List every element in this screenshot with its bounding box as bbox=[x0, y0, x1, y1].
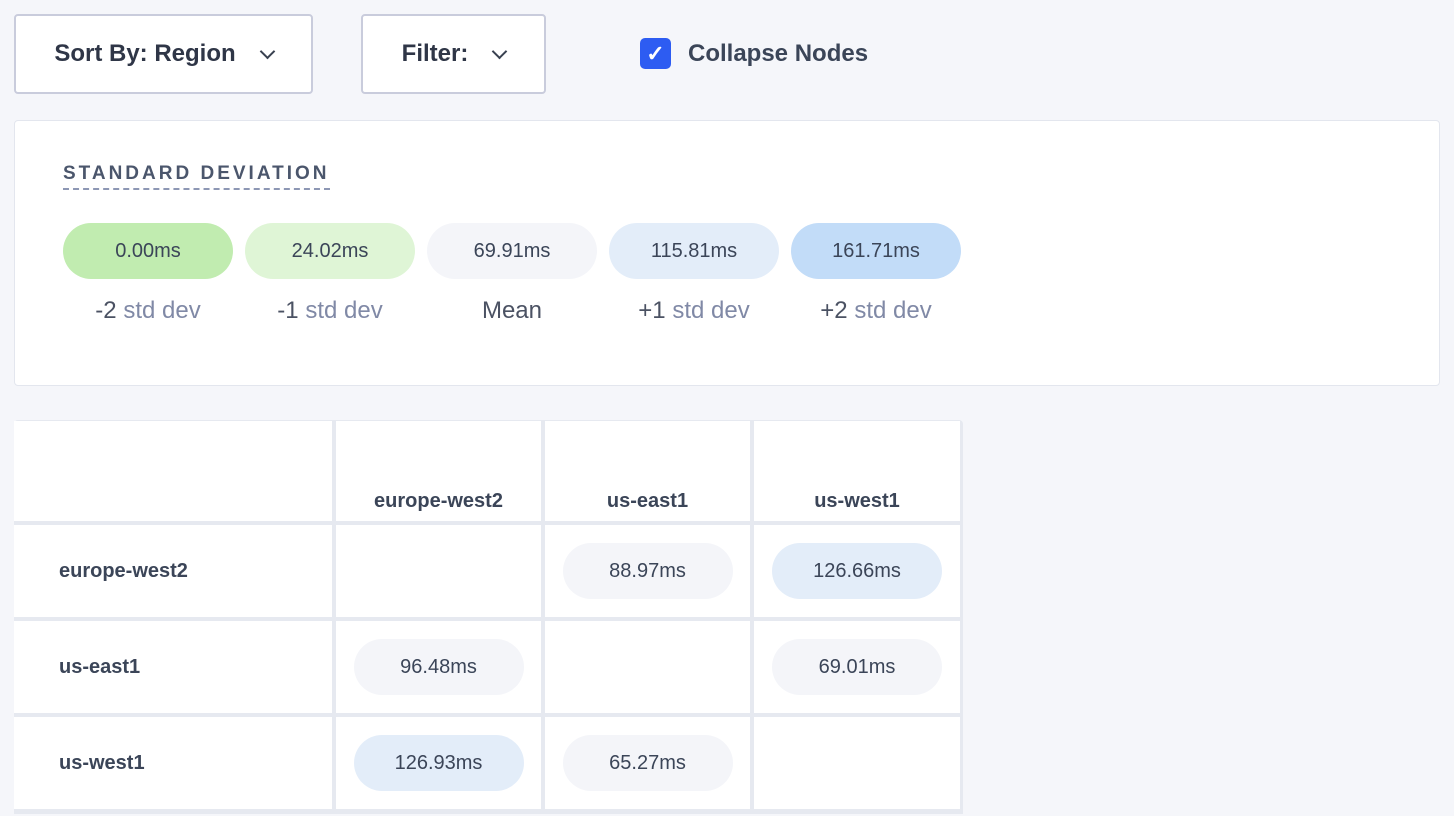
collapse-nodes-label: Collapse Nodes bbox=[688, 39, 869, 67]
latency-pill: 69.01ms bbox=[772, 639, 942, 695]
matrix-cell: 126.93ms bbox=[336, 717, 541, 809]
latency-pill: 65.27ms bbox=[562, 735, 733, 791]
latency-pill: 126.66ms bbox=[772, 543, 942, 599]
matrix-cell: 126.66ms bbox=[754, 525, 960, 617]
column-header: us-east1 bbox=[545, 421, 750, 521]
matrix-cell: 96.48ms bbox=[336, 621, 541, 713]
filter-label: Filter: bbox=[401, 40, 469, 67]
std-dev-panel: STANDARD DEVIATION 0.00ms -2 std dev 24.0… bbox=[14, 120, 1440, 386]
latency-pill: 88.97ms bbox=[562, 543, 733, 599]
std-dev-prefix: -1 bbox=[277, 297, 299, 324]
row-header: europe-west2 bbox=[14, 525, 332, 617]
matrix-cell: 69.01ms bbox=[754, 621, 960, 713]
sort-by-dropdown[interactable]: Sort By: Region bbox=[14, 14, 313, 94]
std-dev-prefix: Mean bbox=[481, 297, 543, 324]
row-header: us-east1 bbox=[14, 621, 332, 713]
std-dev-legend-item: 0.00ms -2 std dev bbox=[63, 223, 233, 325]
collapse-nodes-checkbox[interactable]: ✓ Collapse Nodes bbox=[640, 38, 868, 69]
std-dev-unit: std dev bbox=[123, 297, 201, 324]
std-dev-prefix: +2 bbox=[820, 297, 848, 324]
std-dev-value-pill: 69.91ms bbox=[427, 223, 597, 279]
std-dev-legend-item: 24.02ms -1 std dev bbox=[245, 223, 415, 325]
column-header: europe-west2 bbox=[336, 421, 541, 521]
std-dev-prefix: +1 bbox=[638, 297, 666, 324]
std-dev-prefix: -2 bbox=[95, 297, 117, 324]
chevron-down-icon bbox=[259, 43, 275, 59]
checkmark-icon[interactable]: ✓ bbox=[640, 38, 671, 69]
chevron-down-icon bbox=[492, 43, 508, 59]
std-dev-value-pill: 0.00ms bbox=[63, 223, 233, 279]
latency-pill: 126.93ms bbox=[353, 735, 524, 791]
matrix-corner-cell bbox=[14, 421, 332, 521]
std-dev-title: STANDARD DEVIATION bbox=[63, 163, 330, 190]
std-dev-unit: std dev bbox=[305, 297, 383, 324]
std-dev-caption: -1 std dev bbox=[245, 297, 415, 325]
matrix-cell: 88.97ms bbox=[545, 525, 750, 617]
sort-by-label: Sort By: Region bbox=[54, 40, 236, 67]
std-dev-caption: +1 std dev bbox=[609, 297, 779, 325]
std-dev-unit: std dev bbox=[854, 297, 932, 324]
latency-pill: 96.48ms bbox=[353, 639, 524, 695]
matrix-cell: 65.27ms bbox=[545, 717, 750, 809]
filter-dropdown[interactable]: Filter: bbox=[361, 14, 546, 94]
std-dev-legend: 0.00ms -2 std dev 24.02ms -1 std dev 69.91… bbox=[63, 223, 961, 325]
matrix-cell bbox=[336, 525, 541, 617]
latency-matrix: europe-west2 us-east1 us-west1 europe-west2… bbox=[14, 420, 963, 814]
std-dev-caption: Mean bbox=[427, 297, 597, 325]
std-dev-value-pill: 24.02ms bbox=[245, 223, 415, 279]
matrix-cell bbox=[754, 717, 960, 809]
std-dev-value-pill: 161.71ms bbox=[791, 223, 961, 279]
column-header: us-west1 bbox=[754, 421, 960, 521]
std-dev-caption: +2 std dev bbox=[791, 297, 961, 325]
row-header: us-west1 bbox=[14, 717, 332, 809]
std-dev-unit: std dev bbox=[672, 297, 750, 324]
std-dev-legend-item: 161.71ms +2 std dev bbox=[791, 223, 961, 325]
std-dev-value-pill: 115.81ms bbox=[609, 223, 779, 279]
std-dev-legend-item: 69.91ms Mean bbox=[427, 223, 597, 325]
std-dev-legend-item: 115.81ms +1 std dev bbox=[609, 223, 779, 325]
std-dev-caption: -2 std dev bbox=[63, 297, 233, 325]
matrix-cell bbox=[545, 621, 750, 713]
